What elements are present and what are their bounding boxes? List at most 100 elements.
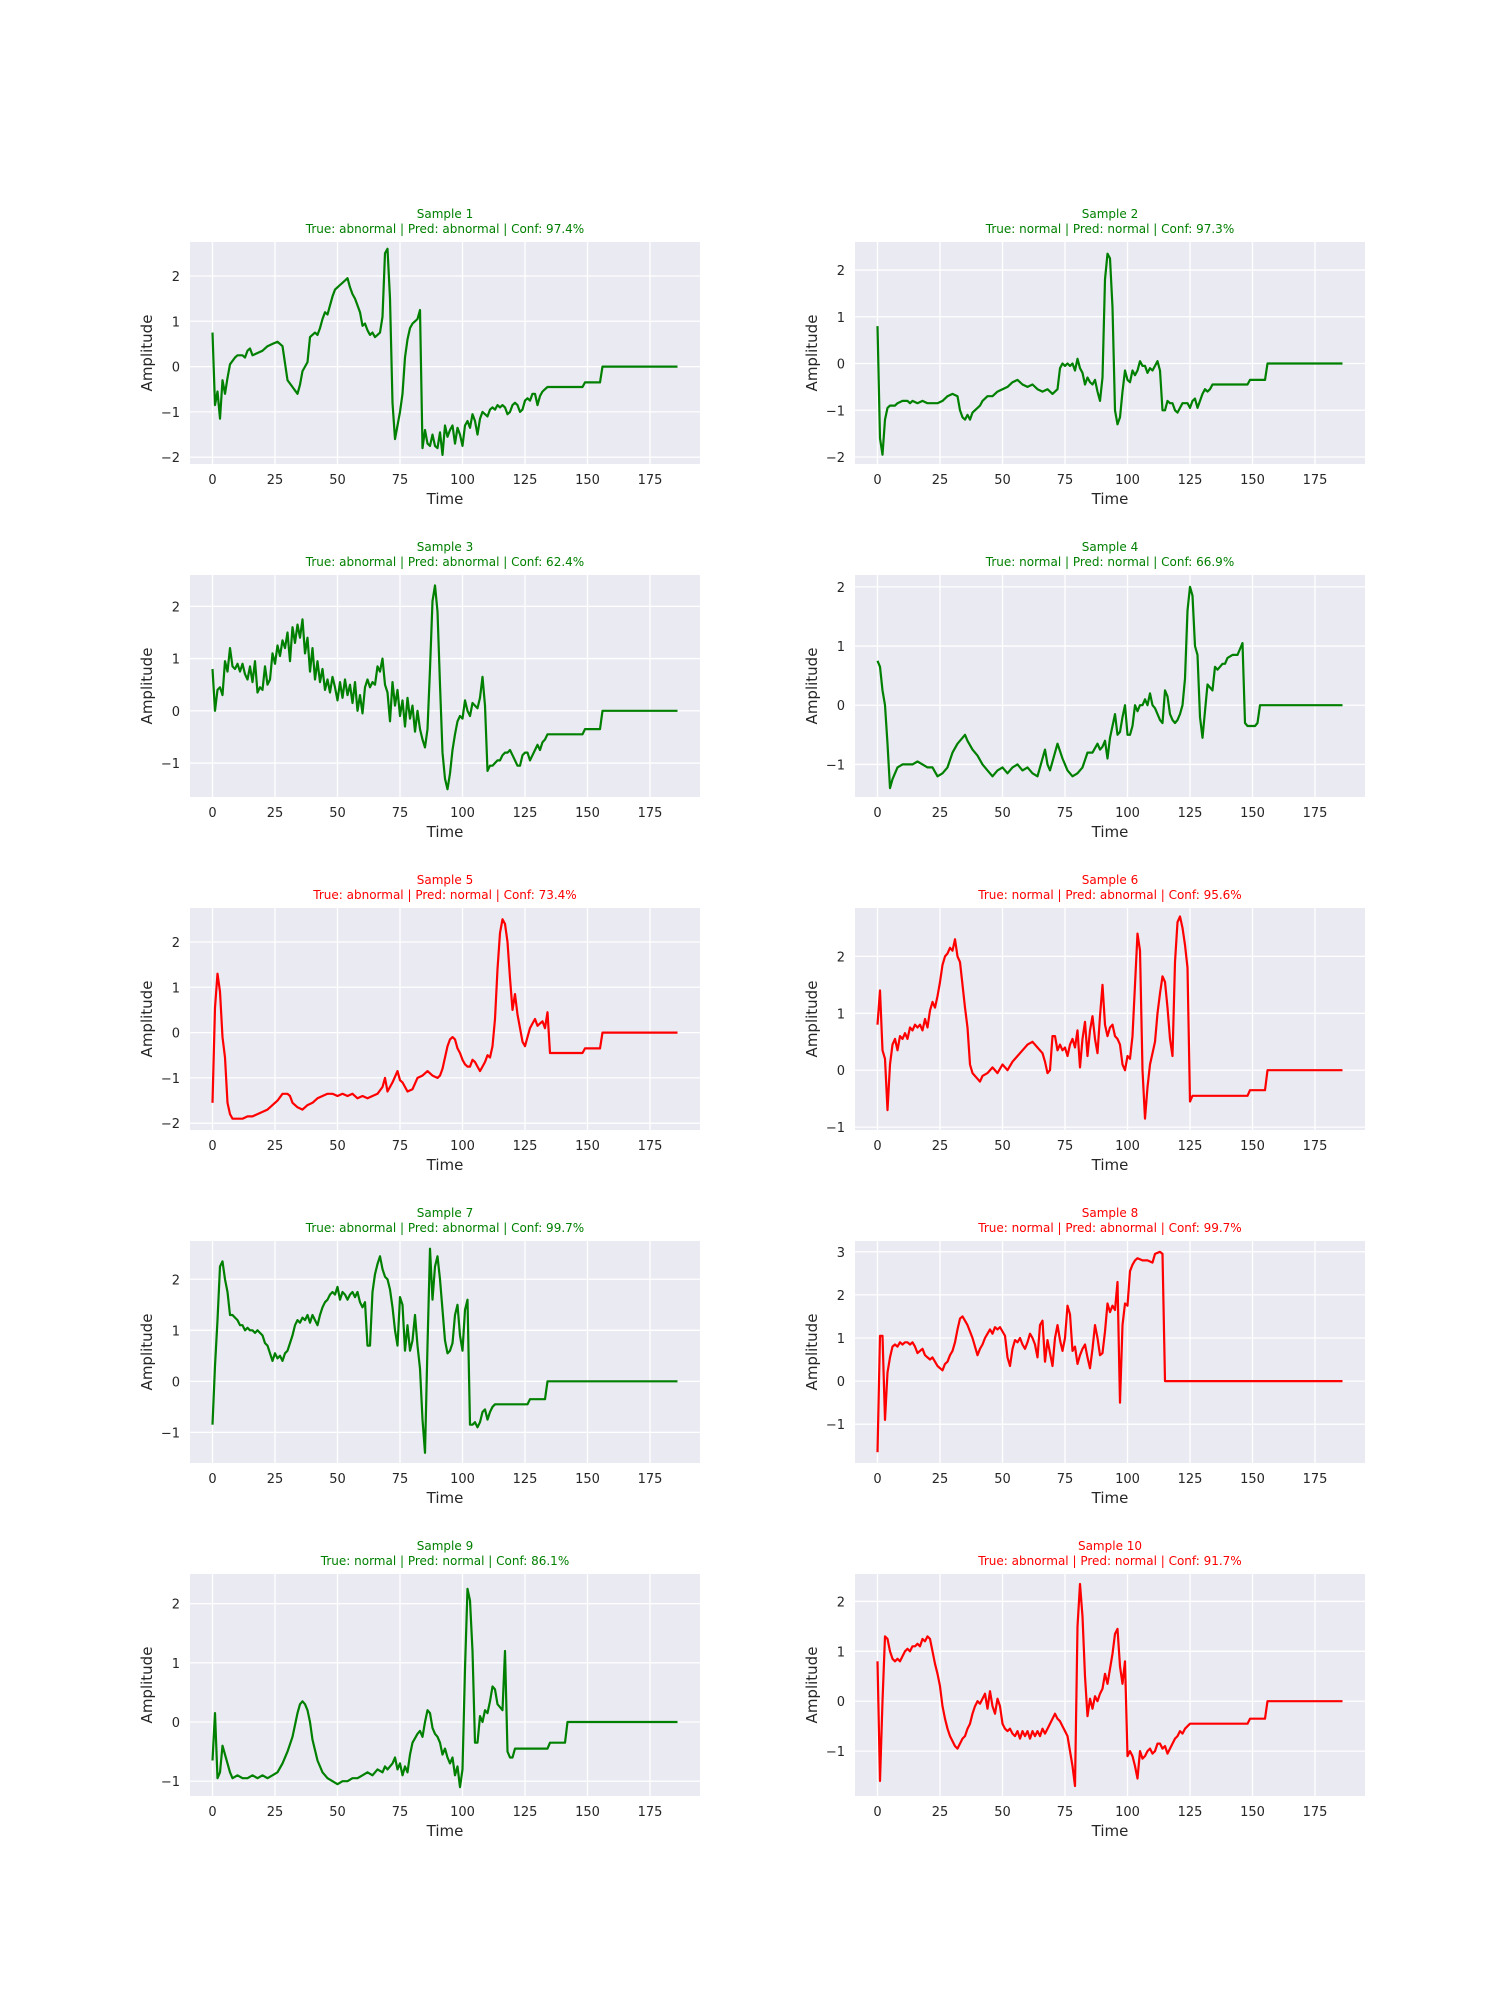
x-tick-label: 175	[638, 1472, 663, 1487]
x-tick-label: 100	[1115, 1472, 1140, 1487]
x-tick-label: 0	[208, 1472, 216, 1487]
subplot-title: Sample 7	[417, 1206, 473, 1220]
x-tick-label: 125	[513, 1805, 538, 1820]
series-line	[876, 585, 1343, 790]
plot-area	[190, 1574, 700, 1796]
y-tick-label: −1	[826, 1121, 845, 1136]
x-tick-label: 0	[873, 1472, 881, 1487]
y-tick-label: 2	[837, 264, 845, 279]
y-tick-label: 2	[172, 600, 180, 615]
subplot-subtitle: True: normal | Pred: abnormal | Conf: 99…	[977, 1221, 1241, 1235]
x-tick-label: 175	[1303, 806, 1328, 821]
x-tick-label: 150	[1240, 806, 1265, 821]
series-line	[211, 1247, 678, 1454]
subplot-title: Sample 9	[417, 1539, 473, 1553]
x-tick-label: 175	[638, 1805, 663, 1820]
x-tick-label: 0	[873, 1139, 881, 1154]
y-tick-label: 0	[172, 705, 180, 720]
x-tick-label: 50	[329, 473, 346, 488]
x-tick-label: 25	[267, 1472, 284, 1487]
y-axis-label: Amplitude	[138, 981, 156, 1058]
y-axis-label: Amplitude	[138, 1314, 156, 1391]
x-tick-label: 75	[1057, 1472, 1074, 1487]
x-tick-label: 50	[994, 1472, 1011, 1487]
subplot-5: 0 25 50 75 100 125 150 175 −2 −1 0 1 2 Sample 5True: …	[138, 873, 700, 1174]
x-tick-label: 150	[575, 1139, 600, 1154]
x-tick-label: 0	[208, 1139, 216, 1154]
x-axis-label: Time	[426, 490, 464, 508]
x-tick-label: 150	[1240, 1472, 1265, 1487]
y-tick-label: −1	[826, 1418, 845, 1433]
x-axis-label: Time	[1091, 1822, 1129, 1840]
x-tick-label: 50	[994, 1805, 1011, 1820]
subplot-subtitle: True: abnormal | Pred: abnormal | Conf: …	[305, 222, 584, 236]
y-tick-label: 1	[172, 1657, 180, 1672]
plot-area	[190, 908, 700, 1130]
y-axis-label: Amplitude	[803, 315, 821, 392]
x-tick-label: 75	[392, 806, 409, 821]
y-tick-label: 1	[837, 640, 845, 655]
x-tick-label: 150	[1240, 1139, 1265, 1154]
y-tick-label: 3	[837, 1246, 845, 1261]
y-tick-label: 0	[837, 1695, 845, 1710]
x-tick-label: 0	[873, 473, 881, 488]
y-tick-label: 1	[172, 653, 180, 668]
y-axis-label: Amplitude	[138, 648, 156, 725]
plot-area	[855, 1574, 1365, 1796]
x-tick-label: 125	[1178, 1805, 1203, 1820]
x-tick-label: 100	[450, 1472, 475, 1487]
x-tick-label: 125	[1178, 1139, 1203, 1154]
y-tick-label: −1	[161, 1775, 180, 1790]
x-tick-label: 150	[575, 1805, 600, 1820]
y-tick-label: −2	[826, 451, 845, 466]
x-axis-label: Time	[426, 1822, 464, 1840]
x-tick-label: 0	[873, 806, 881, 821]
subplot-subtitle: True: normal | Pred: normal | Conf: 97.3…	[985, 222, 1234, 236]
series-line	[211, 584, 678, 791]
series-line	[876, 915, 1343, 1120]
y-tick-label: 0	[837, 1064, 845, 1079]
x-tick-label: 75	[1057, 473, 1074, 488]
x-tick-label: 100	[450, 1805, 475, 1820]
y-tick-label: −1	[826, 1745, 845, 1760]
x-tick-label: 0	[208, 473, 216, 488]
plot-area	[190, 1241, 700, 1463]
x-tick-label: 150	[1240, 473, 1265, 488]
series-line	[876, 1250, 1343, 1453]
x-tick-label: 125	[513, 1472, 538, 1487]
y-tick-label: −1	[826, 404, 845, 419]
x-tick-label: 150	[575, 1472, 600, 1487]
x-tick-label: 25	[932, 1472, 949, 1487]
y-tick-label: 0	[837, 358, 845, 373]
subplot-title: Sample 1	[417, 207, 473, 221]
subplot-title: Sample 8	[1082, 1206, 1138, 1220]
x-tick-label: 100	[1115, 806, 1140, 821]
subplot-subtitle: True: abnormal | Pred: abnormal | Conf: …	[305, 1221, 584, 1235]
y-tick-label: 2	[837, 581, 845, 596]
plot-area	[855, 575, 1365, 797]
y-tick-label: 0	[837, 1375, 845, 1390]
y-tick-label: −1	[161, 406, 180, 421]
subplot-title: Sample 5	[417, 873, 473, 887]
x-tick-label: 125	[1178, 473, 1203, 488]
x-tick-label: 50	[329, 1805, 346, 1820]
x-tick-label: 75	[392, 1139, 409, 1154]
x-tick-label: 75	[392, 473, 409, 488]
x-axis-label: Time	[1091, 823, 1129, 841]
y-tick-label: 1	[837, 311, 845, 326]
plot-area	[855, 908, 1365, 1130]
y-tick-label: −1	[161, 1072, 180, 1087]
subplot-subtitle: True: normal | Pred: abnormal | Conf: 95…	[977, 888, 1241, 902]
y-tick-label: 2	[172, 270, 180, 285]
series-line	[211, 918, 678, 1120]
x-tick-label: 100	[450, 1139, 475, 1154]
x-tick-label: 25	[267, 1139, 284, 1154]
x-tick-label: 50	[994, 806, 1011, 821]
subplot-title: Sample 10	[1078, 1539, 1142, 1553]
y-tick-label: 0	[837, 699, 845, 714]
x-tick-label: 75	[1057, 1805, 1074, 1820]
x-tick-label: 100	[450, 473, 475, 488]
